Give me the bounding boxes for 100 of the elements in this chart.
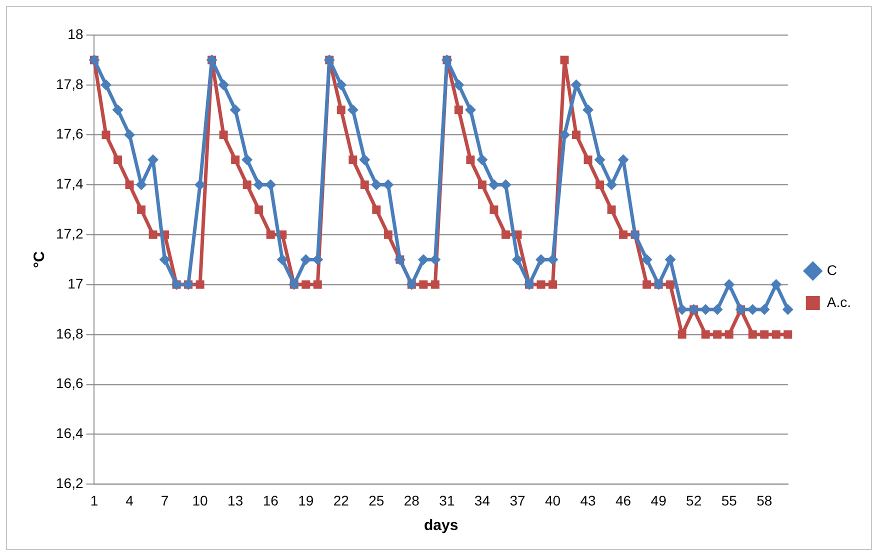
x-tick-label: 34 bbox=[474, 492, 490, 508]
x-tick-label: 55 bbox=[721, 492, 738, 508]
point bbox=[196, 280, 204, 289]
point bbox=[701, 330, 710, 339]
y-tick-label: 17,2 bbox=[56, 226, 84, 242]
y-tick-label: 17,6 bbox=[56, 126, 84, 142]
y-tick-label: 16,2 bbox=[56, 475, 84, 492]
point bbox=[137, 205, 146, 214]
point bbox=[724, 330, 734, 339]
point bbox=[596, 180, 604, 189]
point bbox=[713, 330, 722, 339]
point bbox=[594, 154, 606, 166]
x-tick-label: 1 bbox=[90, 492, 98, 508]
x-tick-label: 49 bbox=[650, 492, 667, 508]
point bbox=[384, 230, 392, 239]
point bbox=[148, 230, 158, 239]
point bbox=[582, 104, 594, 116]
x-tick-label: 13 bbox=[228, 492, 244, 508]
point bbox=[572, 130, 581, 140]
y-tick-label: 16,4 bbox=[56, 425, 84, 442]
point bbox=[536, 280, 546, 289]
point bbox=[218, 79, 230, 90]
point bbox=[300, 254, 312, 266]
point bbox=[488, 179, 500, 190]
point bbox=[230, 104, 241, 116]
point bbox=[313, 280, 322, 289]
point bbox=[478, 180, 486, 189]
x-tick-label: 19 bbox=[298, 492, 314, 508]
point bbox=[348, 156, 358, 164]
point bbox=[748, 330, 757, 339]
point bbox=[559, 129, 570, 140]
point bbox=[784, 330, 792, 339]
point bbox=[770, 279, 782, 290]
point bbox=[242, 180, 252, 189]
x-tick-label: 16 bbox=[262, 492, 279, 508]
point bbox=[347, 104, 358, 116]
point bbox=[619, 230, 628, 239]
y-tick-label: 18 bbox=[68, 26, 84, 42]
point bbox=[666, 280, 675, 289]
point bbox=[419, 280, 428, 289]
point bbox=[547, 254, 558, 266]
point bbox=[102, 130, 110, 140]
point bbox=[642, 280, 652, 289]
x-tick-label: 37 bbox=[510, 492, 526, 508]
point bbox=[490, 205, 498, 214]
point bbox=[370, 179, 382, 190]
point bbox=[114, 156, 122, 164]
point bbox=[454, 106, 463, 114]
x-tick-label: 43 bbox=[580, 492, 596, 508]
point bbox=[194, 179, 206, 190]
x-tick-label: 28 bbox=[404, 492, 420, 508]
y-tick-label: 16,8 bbox=[56, 325, 84, 342]
point bbox=[678, 330, 686, 339]
y-tick-label: 17,8 bbox=[56, 76, 84, 92]
point bbox=[336, 79, 347, 90]
point bbox=[100, 79, 112, 90]
point bbox=[453, 79, 464, 90]
point bbox=[112, 104, 124, 116]
point bbox=[476, 154, 488, 166]
point bbox=[584, 156, 592, 164]
x-tick-label: 31 bbox=[439, 492, 455, 508]
x-tick-label: 40 bbox=[544, 492, 561, 508]
point bbox=[760, 330, 769, 339]
x-tick-label: 52 bbox=[686, 492, 702, 508]
point bbox=[418, 254, 429, 266]
point bbox=[430, 280, 440, 289]
point bbox=[360, 180, 369, 189]
point bbox=[336, 106, 346, 114]
point bbox=[430, 254, 441, 266]
x-tick-label: 22 bbox=[333, 492, 350, 508]
legend-label: A.c. bbox=[826, 294, 852, 310]
x-tick-label: 4 bbox=[126, 492, 134, 508]
point bbox=[219, 130, 228, 140]
point bbox=[231, 156, 240, 164]
point bbox=[535, 254, 546, 266]
legend-label: C bbox=[826, 262, 838, 278]
point bbox=[359, 154, 370, 166]
point bbox=[464, 104, 476, 116]
point bbox=[501, 230, 510, 239]
point bbox=[276, 254, 288, 266]
point bbox=[254, 205, 264, 214]
point bbox=[724, 279, 735, 290]
point bbox=[302, 280, 310, 289]
x-axis-title: days bbox=[424, 517, 458, 534]
point bbox=[372, 205, 381, 214]
x-tick-label: 46 bbox=[616, 492, 632, 508]
point bbox=[125, 180, 134, 189]
point bbox=[772, 330, 780, 339]
y-tick-label: 16,6 bbox=[56, 375, 84, 392]
x-tick-label: 58 bbox=[756, 492, 772, 508]
x-tick-label: 25 bbox=[368, 492, 384, 508]
point bbox=[512, 254, 523, 266]
point bbox=[159, 254, 170, 266]
y-tick-label: 17 bbox=[68, 275, 84, 292]
point bbox=[466, 156, 475, 164]
point bbox=[607, 205, 616, 214]
point bbox=[265, 179, 276, 190]
point bbox=[782, 304, 794, 316]
point bbox=[242, 154, 253, 166]
point bbox=[548, 280, 557, 289]
